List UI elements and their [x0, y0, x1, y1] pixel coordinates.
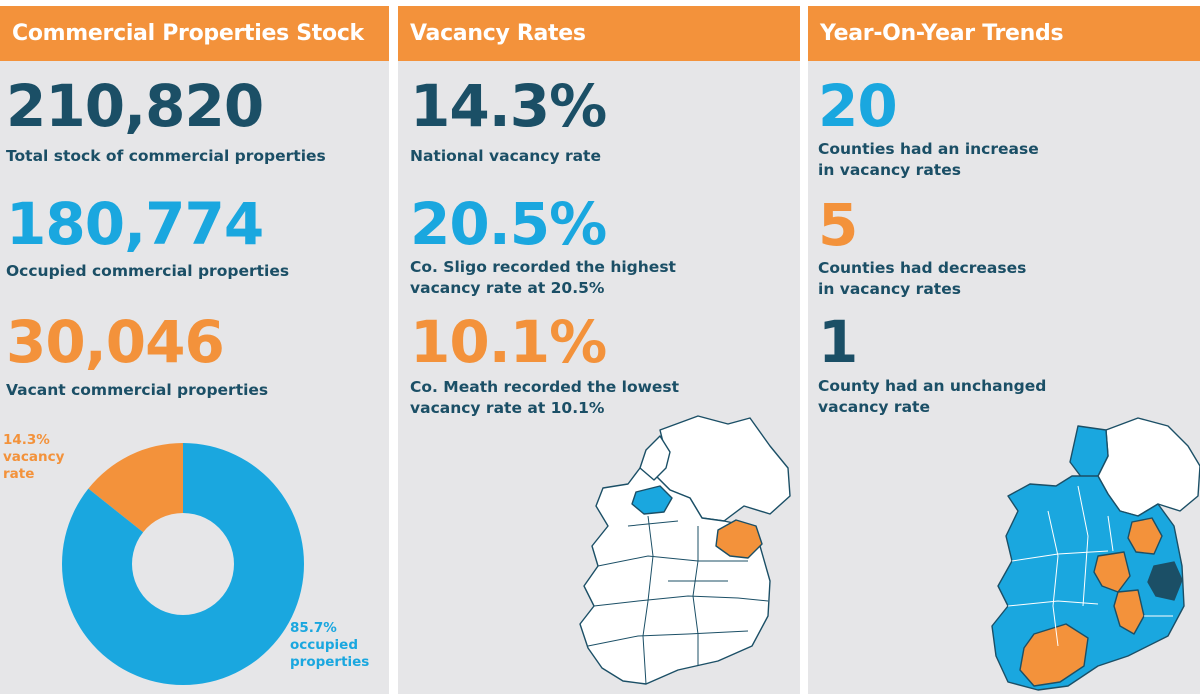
- decrease-caption-line-2: in vacancy rates: [818, 280, 961, 298]
- occupied-slice: [61, 443, 304, 685]
- occupied-slice-value: 85.7%: [290, 620, 337, 636]
- increase-caption-line-1: Counties had an increase: [818, 140, 1039, 158]
- highest-caption-line-1: Co. Sligo recorded the highest: [410, 258, 676, 276]
- meath-highlight: [715, 519, 763, 559]
- lowest-rate-caption: Co. Meath recorded the lowest vacancy ra…: [410, 377, 679, 419]
- vacancy-slice-text-1: vacancy: [3, 449, 65, 465]
- occupied-slice-text-2: properties: [290, 654, 370, 670]
- ireland-trends-map: [991, 417, 1200, 691]
- decrease-county-3: [1113, 589, 1145, 635]
- vacancy-slice: [88, 443, 183, 533]
- decrease-county-4: [1019, 623, 1089, 687]
- decrease-county-1: [1127, 517, 1163, 555]
- lowest-caption-line-2: vacancy rate at 10.1%: [410, 399, 605, 417]
- trends-title: Year-On-Year Trends: [808, 6, 1200, 61]
- decrease-caption: Counties had decreases in vacancy rates: [818, 258, 1026, 300]
- increase-caption-line-2: in vacancy rates: [818, 161, 961, 179]
- unchanged-county: [1147, 561, 1183, 601]
- stock-title: Commercial Properties Stock: [0, 6, 389, 61]
- unchanged-caption: County had an unchanged vacancy rate: [818, 376, 1046, 418]
- decrease-caption-line-1: Counties had decreases: [818, 259, 1027, 277]
- unchanged-caption-line-1: County had an unchanged: [818, 377, 1047, 395]
- highest-rate-value: 20.5%: [410, 190, 607, 258]
- highest-caption-line-2: vacancy rate at 20.5%: [410, 279, 605, 297]
- increase-caption: Counties had an increase in vacancy rate…: [818, 139, 1039, 181]
- ireland-vacancy-map: [579, 415, 791, 685]
- occupied-slice-text-1: occupied: [290, 637, 359, 653]
- donegal-region: [639, 435, 671, 481]
- unchanged-count: 1: [818, 308, 858, 376]
- occupied-caption: Occupied commercial properties: [6, 262, 290, 280]
- occupied-slice-label: 85.7% occupied properties: [290, 620, 369, 671]
- unchanged-caption-line-2: vacancy rate: [818, 398, 930, 416]
- vacancy-slice-value: 14.3%: [3, 432, 50, 448]
- vacancy-slice-text-2: rate: [3, 466, 35, 482]
- highest-rate-caption: Co. Sligo recorded the highest vacancy r…: [410, 257, 676, 299]
- lowest-rate-value: 10.1%: [410, 308, 607, 376]
- vacancy-title: Vacancy Rates: [398, 6, 800, 61]
- republic-region: [579, 453, 771, 685]
- vacancy-slice-label: 14.3% vacancy rate: [3, 432, 64, 483]
- stock-panel: Commercial Properties Stock 210,820 Tota…: [0, 6, 389, 694]
- national-rate-value: 14.3%: [410, 72, 607, 140]
- sligo-highlight: [631, 485, 673, 515]
- increase-count: 20: [818, 72, 898, 140]
- national-rate-caption: National vacancy rate: [410, 147, 601, 165]
- total-stock-caption: Total stock of commercial properties: [6, 147, 326, 165]
- trends-panel: Year-On-Year Trends 20 Counties had an i…: [808, 6, 1200, 694]
- lowest-caption-line-1: Co. Meath recorded the lowest: [410, 378, 680, 396]
- total-stock-value: 210,820: [6, 72, 264, 140]
- vacant-caption: Vacant commercial properties: [6, 381, 269, 399]
- decrease-count: 5: [818, 191, 858, 259]
- occupied-value: 180,774: [6, 190, 264, 258]
- vacancy-donut-chart: [61, 443, 304, 685]
- vacancy-panel: Vacancy Rates 14.3% National vacancy rat…: [398, 6, 800, 694]
- vacant-value: 30,046: [6, 308, 225, 376]
